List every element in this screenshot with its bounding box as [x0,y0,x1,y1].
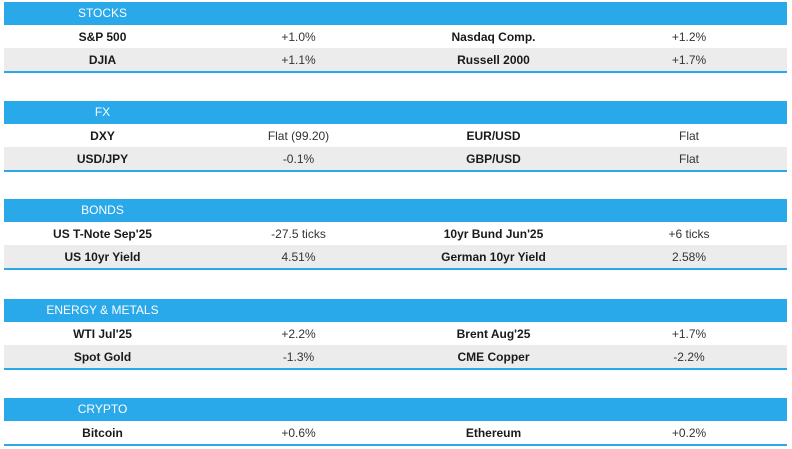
instrument-name: German 10yr Yield [441,249,546,264]
instrument-change: +6 ticks [668,226,710,241]
section-header: CRYPTO [4,398,787,421]
crypto-section: CRYPTO Bitcoin +0.6% Ethereum +0.2% [4,398,787,446]
instrument-name: DXY [90,128,115,143]
instrument-name: 10yr Bund Jun'25 [443,226,544,241]
section-title: FX [94,105,111,119]
stocks-section: STOCKS S&P 500 +1.0% Nasdaq Comp. +1.2% … [4,2,787,73]
instrument-name: DJIA [88,52,117,67]
section-header: ENERGY & METALS [4,299,787,322]
table-row: US T-Note Sep'25 -27.5 ticks 10yr Bund J… [4,222,787,245]
instrument-name: S&P 500 [78,29,127,44]
section-title: ENERGY & METALS [46,303,159,317]
table-row: DXY Flat (99.20) EUR/USD Flat [4,124,787,147]
section-header: BONDS [4,199,787,222]
energy-metals-section: ENERGY & METALS WTI Jul'25 +2.2% Brent A… [4,299,787,370]
table-row: USD/JPY -0.1% GBP/USD Flat [4,147,787,172]
instrument-name: Russell 2000 [457,52,530,67]
instrument-change: -1.3% [282,349,315,364]
instrument-change: 4.51% [281,249,316,264]
bonds-section: BONDS US T-Note Sep'25 -27.5 ticks 10yr … [4,199,787,270]
table-row: Spot Gold -1.3% CME Copper -2.2% [4,345,787,370]
instrument-change: +0.2% [671,425,707,440]
instrument-name: USD/JPY [76,151,129,166]
instrument-change: +1.0% [281,29,316,44]
table-row: Bitcoin +0.6% Ethereum +0.2% [4,421,787,446]
instrument-change: Flat [678,128,699,143]
table-row: US 10yr Yield 4.51% German 10yr Yield 2.… [4,245,787,270]
table-row: DJIA +1.1% Russell 2000 +1.7% [4,48,787,73]
instrument-name: CME Copper [457,349,530,364]
instrument-name: US T-Note Sep'25 [53,226,152,241]
table-row: WTI Jul'25 +2.2% Brent Aug'25 +1.7% [4,322,787,345]
table-row: S&P 500 +1.0% Nasdaq Comp. +1.2% [4,25,787,48]
instrument-change: +2.2% [281,326,316,341]
instrument-name: GBP/USD [466,151,521,166]
instrument-change: Flat [678,151,699,166]
section-title: CRYPTO [77,402,128,416]
section-title: BONDS [81,203,124,217]
instrument-change: 2.58% [671,249,707,264]
instrument-name: Spot Gold [73,349,132,364]
instrument-name: Brent Aug'25 [456,326,531,341]
instrument-name: Bitcoin [82,425,123,440]
section-title: STOCKS [77,6,128,20]
instrument-name: Nasdaq Comp. [451,29,536,44]
instrument-change: -2.2% [673,349,705,364]
fx-section: FX DXY Flat (99.20) EUR/USD Flat USD/JPY… [4,101,787,172]
section-header: FX [4,101,787,124]
instrument-change: +1.1% [281,52,316,67]
section-header: STOCKS [4,2,787,25]
instrument-change: +1.2% [671,29,707,44]
instrument-change: -0.1% [282,151,315,166]
instrument-change: +1.7% [671,326,707,341]
instrument-change: -27.5 ticks [271,226,326,241]
instrument-name: US 10yr Yield [64,249,141,264]
instrument-change: +0.6% [281,425,316,440]
instrument-change: +1.7% [671,52,707,67]
instrument-change: Flat (99.20) [267,128,330,143]
instrument-name: WTI Jul'25 [73,326,132,341]
instrument-name: Ethereum [465,425,522,440]
instrument-name: EUR/USD [466,128,521,143]
